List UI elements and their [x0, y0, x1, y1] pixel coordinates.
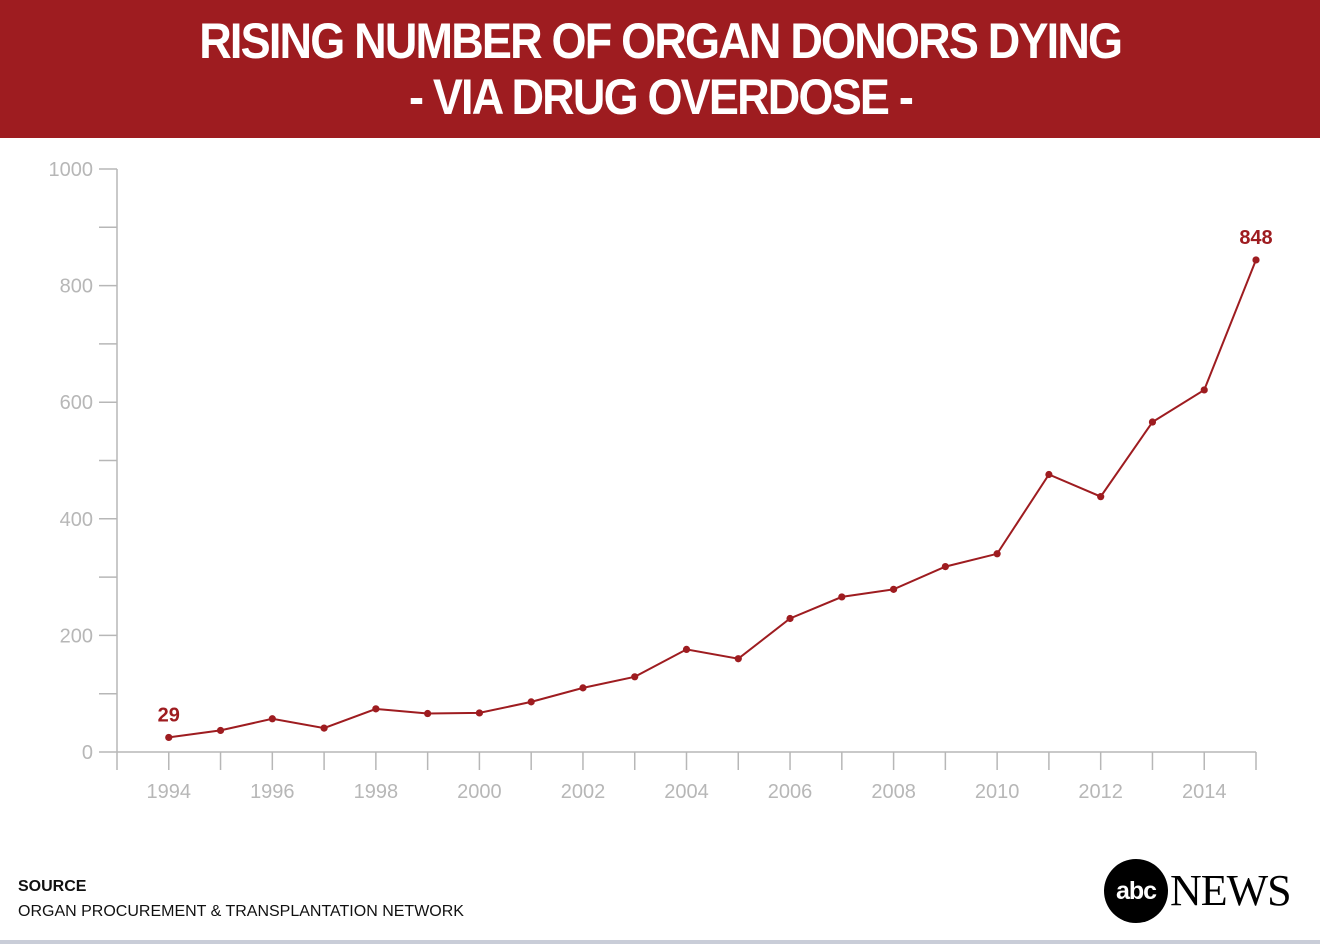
- series-line: [168, 259, 1257, 739]
- data-label: 29: [158, 704, 180, 726]
- chart-title-line-1: RISING NUMBER OF ORGAN DONORS DYING: [198, 13, 1123, 69]
- x-tick-label: 1998: [354, 781, 399, 803]
- data-point: [372, 705, 380, 713]
- data-point: [1045, 470, 1053, 479]
- news-wordmark: NEWS: [1170, 866, 1292, 915]
- data-point: [838, 593, 846, 601]
- y-tick-label: 400: [60, 509, 93, 531]
- data-point: [579, 684, 587, 692]
- y-tick-label: 1000: [49, 159, 94, 181]
- x-tick-label: 2002: [561, 781, 606, 803]
- data-point: [734, 655, 742, 663]
- x-tick-label: 2008: [871, 781, 916, 803]
- data-point: [1200, 386, 1208, 394]
- chart-title-line-2: - VIA DRUG OVERDOSE -: [408, 69, 913, 125]
- x-tick-label: 2010: [975, 781, 1020, 803]
- data-point: [320, 724, 328, 732]
- data-point: [786, 614, 794, 623]
- data-point: [941, 563, 949, 571]
- y-tick-label: 600: [60, 392, 93, 414]
- data-point: [1148, 418, 1157, 426]
- data-label: 848: [1239, 227, 1272, 249]
- bottom-rule: [0, 940, 1320, 944]
- y-tick-label: 200: [60, 625, 93, 647]
- data-point: [631, 673, 639, 681]
- data-point: [424, 709, 432, 718]
- y-tick-label: 0: [82, 742, 93, 764]
- y-tick-label: 800: [60, 276, 93, 298]
- x-tick-label: 2014: [1182, 781, 1227, 803]
- source-label: SOURCE: [18, 878, 87, 895]
- source-text: ORGAN PROCUREMENT & TRANSPLANTATION NETW…: [18, 903, 464, 920]
- x-tick-label: 2012: [1078, 781, 1123, 803]
- abc-news-logo: abc NEWS: [1104, 859, 1304, 923]
- title-banner: RISING NUMBER OF ORGAN DONORS DYING - VI…: [0, 0, 1320, 138]
- data-point: [216, 726, 225, 735]
- data-point: [268, 715, 276, 723]
- data-point: [1252, 256, 1260, 264]
- line-chart: 0 200 400 600 800 1000 1994 1996 1998 2000 2002 200…: [49, 159, 1273, 803]
- data-point: [682, 645, 691, 653]
- data-point: [527, 698, 535, 706]
- data-point: [1097, 493, 1105, 501]
- data-point: [165, 733, 173, 742]
- abc-circle-logo: abc: [1104, 859, 1168, 923]
- x-tick-label: 1994: [147, 781, 192, 803]
- data-point: [475, 709, 484, 717]
- x-tick-label: 2004: [664, 781, 709, 803]
- x-tick-label: 1996: [250, 781, 295, 803]
- data-point: [889, 585, 898, 593]
- x-tick-label: 2000: [457, 781, 502, 803]
- x-tick-label: 2006: [768, 781, 813, 803]
- data-point: [993, 550, 1001, 558]
